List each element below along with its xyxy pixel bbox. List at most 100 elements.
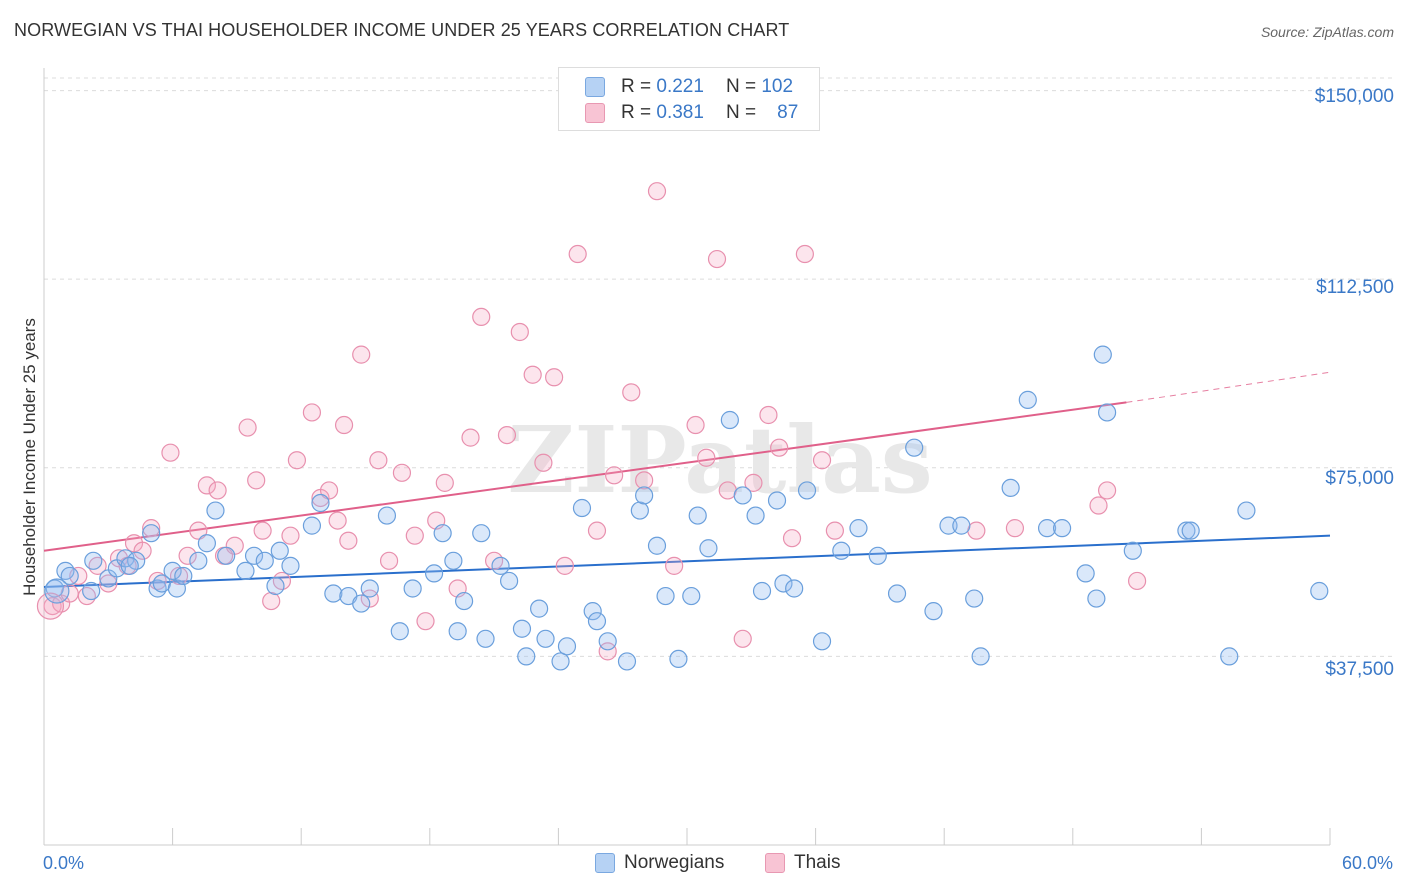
norwegians-data-point xyxy=(1001,478,1020,498)
thais-data-point xyxy=(510,322,529,342)
thais-data-point xyxy=(635,471,654,490)
legend-r-label: R = xyxy=(621,102,652,123)
norwegians-data-point xyxy=(206,501,225,520)
thais-data-point xyxy=(523,365,542,384)
norwegians-data-point xyxy=(939,516,958,535)
thais-data-point xyxy=(497,425,517,445)
thais-data-point xyxy=(142,519,161,538)
norwegians-data-point xyxy=(163,561,182,580)
x-tick-label-min: 0.0% xyxy=(43,853,85,873)
thais-data-point xyxy=(707,249,727,269)
norwegians-data-point xyxy=(630,501,649,520)
norwegians-data-point xyxy=(924,602,943,621)
norwegians-data-point xyxy=(752,581,772,601)
thais-data-point xyxy=(379,551,399,570)
norwegians-data-point xyxy=(536,629,555,648)
norwegians-data-point xyxy=(189,551,208,570)
thais-swatch xyxy=(765,853,785,873)
norwegians-data-point xyxy=(1052,519,1072,538)
norwegians-data-point xyxy=(669,649,688,669)
norwegians-data-point xyxy=(266,576,285,596)
thais-data-point xyxy=(161,443,180,462)
thais-data-point xyxy=(262,591,281,611)
norwegians-data-point xyxy=(311,493,330,513)
norwegians-data-point xyxy=(598,632,617,651)
norwegians-data-point xyxy=(785,579,804,598)
norwegians-data-point xyxy=(868,546,887,565)
norwegians-data-point xyxy=(1093,345,1112,364)
thais-data-point xyxy=(133,541,152,560)
thais-data-point xyxy=(1097,481,1117,500)
thais-data-point xyxy=(812,451,832,470)
norwegians-swatch xyxy=(595,853,615,873)
norwegians-data-point xyxy=(849,519,868,538)
norwegians-data-point xyxy=(965,589,984,608)
thais-data-point xyxy=(405,526,424,545)
thais-data-point xyxy=(360,589,379,608)
norwegians-data-point xyxy=(1087,589,1106,608)
thais-data-point xyxy=(770,438,789,457)
thais-data-point xyxy=(99,574,118,593)
legend-r-label: R = xyxy=(621,76,652,97)
thais-data-point xyxy=(825,521,844,540)
norwegians-data-point xyxy=(142,524,161,543)
norwegians-swatch xyxy=(585,77,605,97)
norwegians-trendline xyxy=(43,534,1331,588)
thais-data-point xyxy=(782,529,802,548)
norwegians-data-point xyxy=(174,566,193,586)
norwegians-data-point xyxy=(500,571,519,591)
thais-data-point xyxy=(302,403,322,422)
thais-data-point xyxy=(208,481,227,500)
norwegians-data-point xyxy=(746,506,765,525)
legend-n-label: N = xyxy=(725,76,757,97)
thais-data-point xyxy=(555,556,574,575)
thais-data-point xyxy=(435,473,454,492)
chart-source: Source: ZipAtlas.com xyxy=(1260,24,1394,40)
bottom-legend-label: Thais xyxy=(794,852,841,873)
norwegians-data-point xyxy=(1037,519,1057,538)
thais-data-point xyxy=(686,415,705,435)
thais-data-point xyxy=(392,463,412,482)
norwegians-data-point xyxy=(433,524,452,543)
bottom-legend-norwegians: Norwegians xyxy=(595,852,724,874)
norwegians-data-point xyxy=(572,498,592,518)
thais-data-point xyxy=(328,511,347,530)
thais-data-point xyxy=(238,418,257,437)
norwegians-data-point xyxy=(1018,390,1037,409)
thais-data-point xyxy=(197,476,216,495)
norwegians-data-point xyxy=(699,539,718,558)
norwegians-data-point xyxy=(390,622,409,641)
thais-data-point xyxy=(36,592,65,620)
norwegians-data-point xyxy=(448,622,467,641)
norwegians-data-point xyxy=(1123,541,1142,560)
thais-data-point xyxy=(587,521,607,540)
norwegians-data-point xyxy=(551,652,570,671)
norwegians-data-point xyxy=(197,534,216,553)
thais-data-point xyxy=(697,448,716,467)
norwegians-data-point xyxy=(476,629,495,648)
thais-data-point xyxy=(647,182,667,201)
norwegians-data-point xyxy=(84,551,103,570)
thais-data-point xyxy=(247,471,266,490)
norwegians-data-point xyxy=(302,516,322,535)
thais-trendline-extension xyxy=(1126,371,1331,403)
thais-data-point xyxy=(461,428,480,447)
thais-data-point xyxy=(733,629,752,648)
legend-n-value: 87 xyxy=(777,102,799,123)
thais-data-point xyxy=(178,546,197,565)
norwegians-data-point xyxy=(1177,521,1196,540)
norwegians-data-point xyxy=(1076,564,1095,583)
legend-r-value: 0.221 xyxy=(656,76,704,97)
thais-data-point xyxy=(744,473,763,492)
x-tick-label-max: 60.0% xyxy=(1341,853,1393,873)
norwegians-data-point xyxy=(120,556,139,575)
thais-data-point xyxy=(287,451,307,470)
y-tick-label: $37,500 xyxy=(1325,659,1394,680)
thais-data-point xyxy=(416,612,435,631)
thais-swatch xyxy=(585,103,605,123)
norwegians-data-point xyxy=(82,581,101,601)
thais-data-point xyxy=(1005,519,1025,538)
norwegians-data-point xyxy=(352,594,371,613)
thais-data-point xyxy=(334,415,354,435)
